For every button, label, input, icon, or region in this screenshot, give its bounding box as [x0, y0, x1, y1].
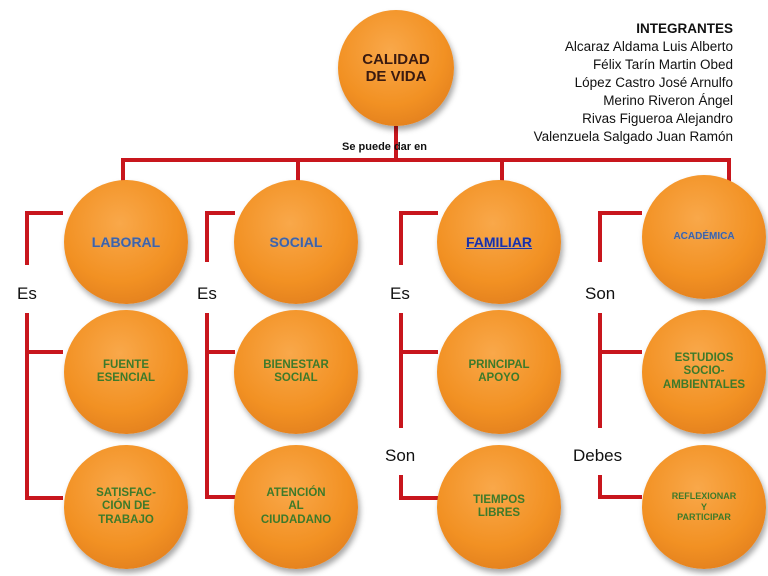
member: Félix Tarín Martin Obed [592, 57, 733, 72]
node-reflexionar: REFLEXIONAR Y PARTICIPAR [642, 445, 766, 569]
member: Merino Riveron Ángel [603, 93, 733, 108]
node-label: ATENCIÓN AL CIUDADANO [260, 487, 332, 526]
node-label: FUENTE ESENCIAL [96, 358, 156, 384]
node-label: ESTUDIOS SOCIO- AMBIENTALES [662, 352, 746, 391]
member: Alcaraz Aldama Luis Alberto [564, 39, 733, 54]
edge-label: Se puede dar en [342, 141, 427, 153]
node-label: BIENESTAR SOCIAL [263, 358, 329, 384]
connector-label: Son [385, 446, 416, 465]
node-laboral: LABORAL [64, 180, 188, 304]
connector-label: Son [585, 284, 616, 303]
node-familiar[interactable]: FAMILIAR [437, 180, 561, 304]
node-label: CALIDAD DE VIDA [362, 50, 430, 85]
node-social: SOCIAL [234, 180, 358, 304]
connector-label: Es [197, 284, 217, 303]
connector-label: Debes [573, 446, 623, 465]
members-list: INTEGRANTES Alcaraz Aldama Luis Alberto … [534, 20, 733, 146]
node-label: LABORAL [91, 233, 161, 250]
node-academica: ACADÉMICA [642, 175, 766, 299]
node-fuente-esencial: FUENTE ESENCIAL [64, 310, 188, 434]
node-satisfaccion: SATISFAC- CIÓN DE TRABAJO [64, 445, 188, 569]
node-label: SATISFAC- CIÓN DE TRABAJO [96, 487, 156, 526]
node-principal-apoyo: PRINCIPAL APOYO [437, 310, 561, 434]
node-root: CALIDAD DE VIDA [338, 10, 454, 126]
node-label: REFLEXIONAR Y PARTICIPAR [671, 491, 737, 523]
node-atencion: ATENCIÓN AL CIUDADANO [234, 445, 358, 569]
connector-label: Es [17, 284, 37, 303]
member: Valenzuela Salgado Juan Ramón [533, 129, 733, 144]
node-link[interactable]: FAMILIAR [465, 233, 533, 250]
node-label: PRINCIPAL APOYO [468, 358, 530, 384]
members-title: INTEGRANTES [636, 21, 733, 36]
node-tiempos-libres: TIEMPOS LIBRES [437, 445, 561, 569]
node-bienestar-social: BIENESTAR SOCIAL [234, 310, 358, 434]
node-label: ACADÉMICA [673, 231, 735, 243]
member: López Castro José Arnulfo [574, 75, 733, 90]
node-estudios: ESTUDIOS SOCIO- AMBIENTALES [642, 310, 766, 434]
node-label: TIEMPOS LIBRES [473, 493, 525, 519]
connector-label: Es [390, 284, 410, 303]
member: Rivas Figueroa Alejandro [582, 111, 733, 126]
node-label: SOCIAL [269, 233, 323, 250]
